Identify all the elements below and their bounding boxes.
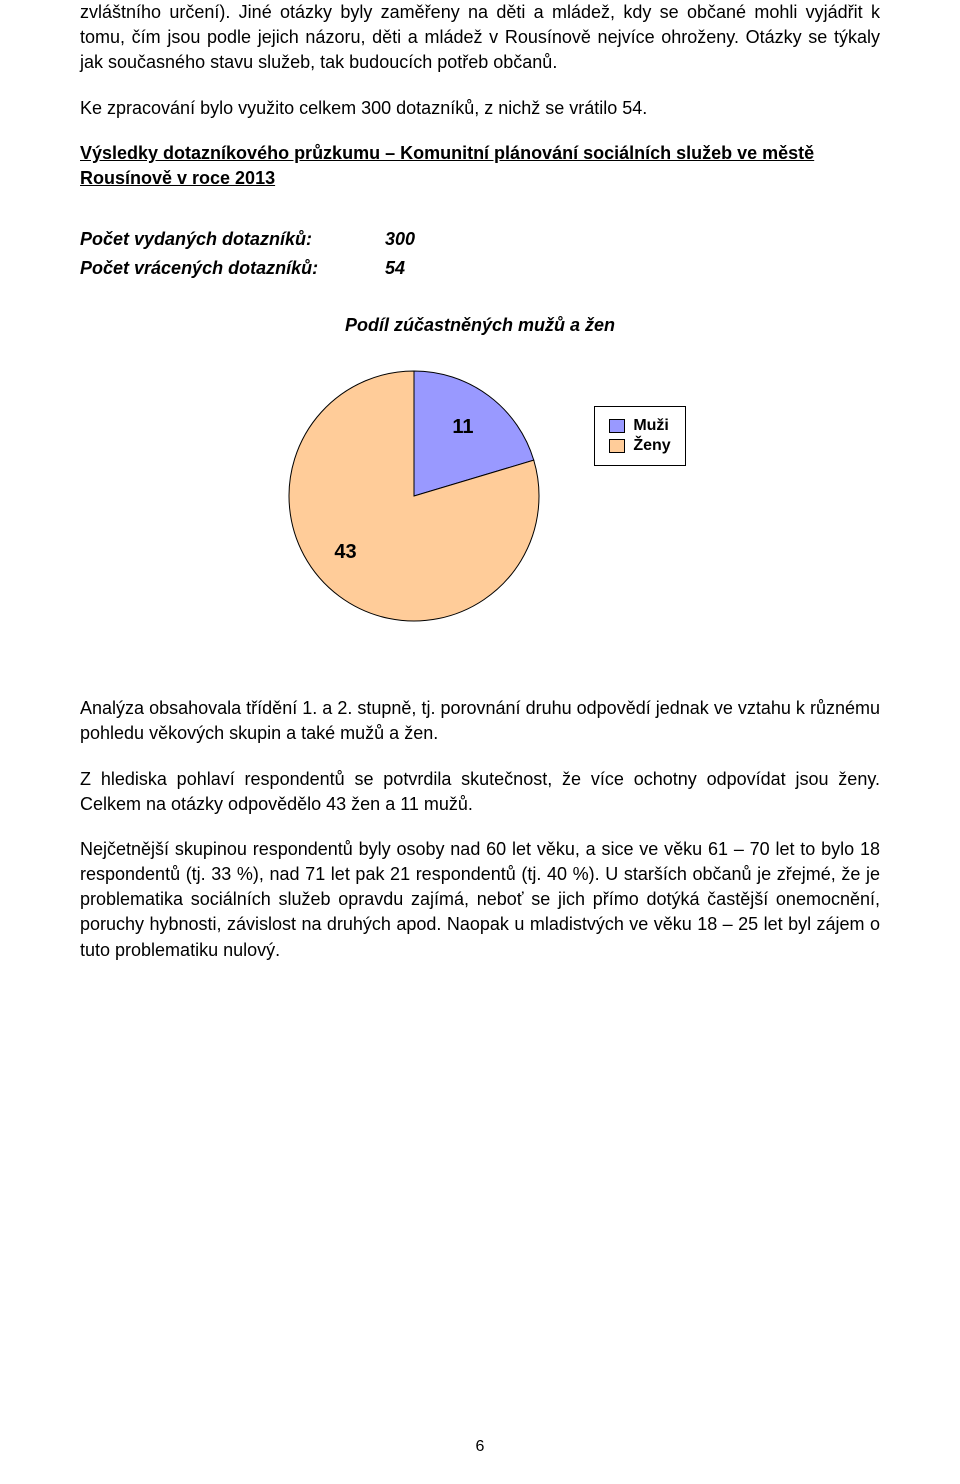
page-number: 6	[0, 1438, 960, 1456]
chart-title: Podíl zúčastněných mužů a žen	[80, 315, 880, 336]
chart-area: 11 43 Muži Ženy	[80, 356, 880, 636]
pie-svg	[274, 356, 554, 636]
legend-label-0: Muži	[633, 417, 669, 435]
stat-returned-label: Počet vrácených dotazníků:	[80, 258, 380, 279]
pie-chart: 11 43	[274, 356, 554, 636]
legend-label-1: Ženy	[633, 437, 670, 455]
stat-returned-value: 54	[385, 258, 405, 278]
analysis-paragraph-2: Z hlediska pohlaví respondentů se potvrd…	[80, 767, 880, 817]
stat-issued-label: Počet vydaných dotazníků:	[80, 229, 380, 250]
analysis-paragraph-3: Nejčetnější skupinou respondentů byly os…	[80, 837, 880, 963]
chart-legend: Muži Ženy	[594, 406, 685, 466]
stat-issued: Počet vydaných dotazníků: 300	[80, 229, 880, 250]
pie-slice-label-1: 43	[334, 541, 356, 564]
legend-swatch-0	[609, 419, 625, 433]
intro-paragraph-1: zvláštního určení). Jiné otázky byly zam…	[80, 0, 880, 76]
intro-paragraph-2: Ke zpracování bylo využito celkem 300 do…	[80, 96, 880, 121]
pie-slice-label-0: 11	[452, 416, 473, 439]
analysis-paragraph-1: Analýza obsahovala třídění 1. a 2. stupn…	[80, 696, 880, 746]
legend-swatch-1	[609, 439, 625, 453]
stat-returned: Počet vrácených dotazníků: 54	[80, 258, 880, 279]
legend-row-0: Muži	[609, 417, 670, 435]
results-heading: Výsledky dotazníkového průzkumu – Komuni…	[80, 141, 880, 191]
stat-issued-value: 300	[385, 229, 415, 249]
legend-row-1: Ženy	[609, 437, 670, 455]
